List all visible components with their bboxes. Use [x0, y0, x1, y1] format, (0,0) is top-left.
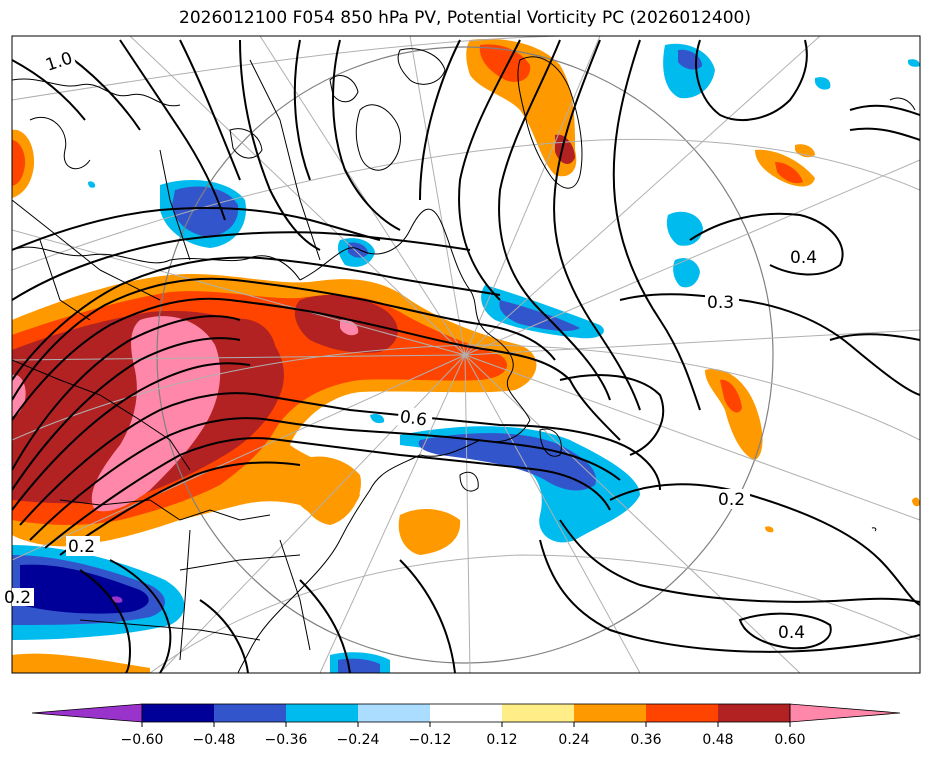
- pv-anomaly-orange-greenland: [466, 38, 577, 177]
- pv-anomaly-neg-sw-purple: [112, 596, 123, 603]
- pv-anomaly-orange-east-edge: [912, 497, 920, 507]
- pv-anomaly-red-atlantic: [720, 379, 742, 413]
- pv-anomaly-orange-small: [765, 526, 774, 533]
- pv-anomaly-neg-center-cyan: [400, 426, 640, 543]
- pv-anomaly-central-pink: [340, 319, 359, 336]
- pv-contours: [12, 39, 920, 673]
- pv-anomaly-nw-red: [12, 140, 26, 186]
- pv-anomaly-orange-se: [398, 508, 461, 555]
- pv-anomaly-red-ne: [775, 162, 803, 184]
- pv-anomaly-neg-atl-cyan4: [908, 59, 920, 67]
- pv-anomaly-neg-atl-cyan2: [673, 258, 700, 288]
- contour-label: 0.2: [718, 490, 745, 510]
- map-frame: [11, 35, 921, 674]
- contour-label: 0.4: [778, 623, 805, 643]
- pv-anomaly-neg-west-edge: [88, 181, 96, 188]
- graticule: [12, 36, 920, 673]
- pv-anomaly-neg-center-blue: [418, 433, 596, 491]
- contour-labels: 1.0 0.4 0.3 0.6 0.2 0.2 0.4 0.2: [4, 45, 822, 643]
- pv-anomaly-neg-atl-cyan1: [666, 211, 703, 246]
- pv-anomaly-neg-atl-cyan3: [815, 77, 831, 90]
- pv-anomaly-neg-se-cyan: [370, 413, 385, 424]
- contour-label: 0.2: [68, 537, 95, 557]
- contour-label: 0.3: [707, 293, 734, 313]
- contour-label: 0.6: [399, 407, 429, 431]
- contour-label: 0.2: [4, 588, 31, 608]
- contour-label: 0.4: [790, 248, 817, 268]
- pv-anomaly-orange-sw: [12, 653, 150, 673]
- pv-anomaly-neg-greenland-cyan: [663, 43, 715, 99]
- pv-anomaly-neg-small-blue: [348, 242, 368, 258]
- pv-anomaly-neg-labrador-blue: [499, 300, 580, 331]
- pv-anomaly-orange-south: [298, 456, 361, 525]
- pv-anomaly-neg-hudson-blue: [172, 186, 239, 237]
- map-title: 2026012100 F054 850 hPa PV, Potential Vo…: [179, 8, 751, 28]
- pv-anomaly-orange-atlantic: [705, 369, 763, 460]
